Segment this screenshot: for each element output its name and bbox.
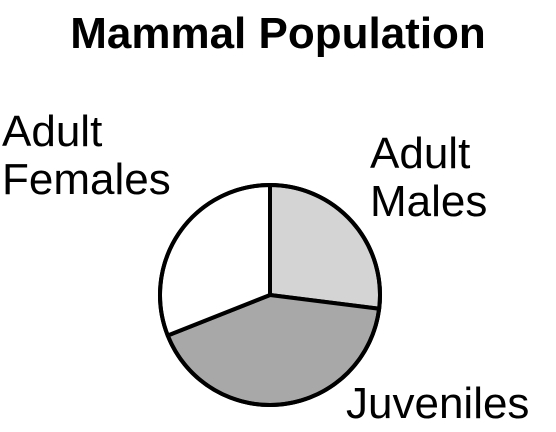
slice-label-juveniles: Juveniles <box>346 379 529 428</box>
pie-outline <box>158 183 382 407</box>
slice-label-line: Adult <box>2 107 102 156</box>
slice-label-line: Juveniles <box>346 379 529 428</box>
slice-label-line: Females <box>2 155 171 204</box>
pie-slice-adult-males <box>268 183 382 311</box>
slice-label-line: Males <box>370 177 487 226</box>
slice-label-adult-males: Adult Males <box>370 129 487 226</box>
slice-label-line: Adult <box>370 129 470 178</box>
chart-title: Mammal Population <box>70 9 486 58</box>
slice-label-adult-females: Adult Females <box>2 107 171 204</box>
